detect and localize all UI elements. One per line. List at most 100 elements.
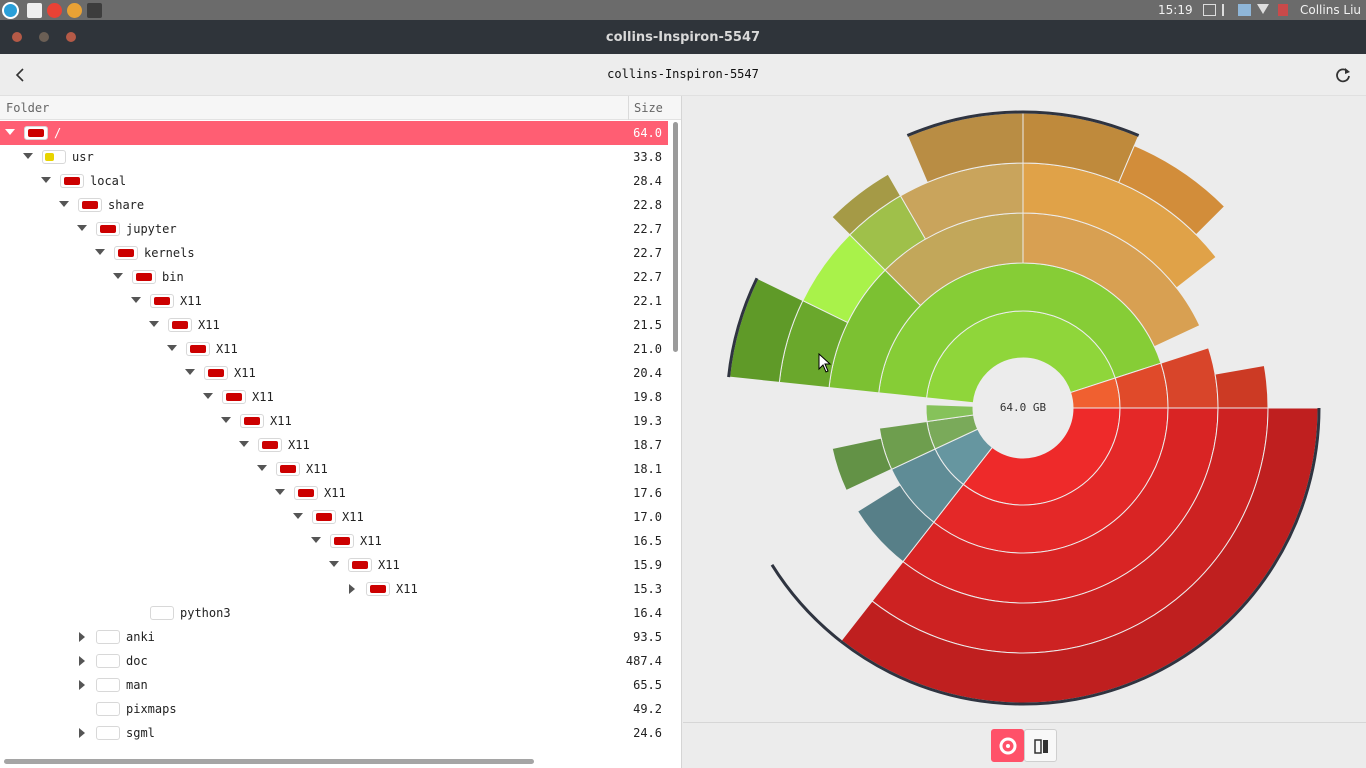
total-size-label[interactable]: 64.0 GB: [999, 401, 1047, 414]
expander-open-icon[interactable]: [221, 417, 231, 423]
clock[interactable]: 15:19: [1158, 3, 1193, 17]
tree-row[interactable]: X11 16.5: [0, 529, 668, 553]
expander-open-icon[interactable]: [77, 225, 87, 231]
expander-closed-icon[interactable]: [79, 632, 85, 642]
vertical-scrollbar[interactable]: [673, 122, 678, 352]
treemap-view-button[interactable]: [1024, 729, 1057, 762]
tree-row[interactable]: doc 487.4: [0, 649, 668, 673]
maximize-button[interactable]: [66, 32, 76, 42]
tree-row[interactable]: usr 33.8: [0, 145, 668, 169]
tree-row[interactable]: X11 18.7: [0, 433, 668, 457]
tree-row[interactable]: jupyter 22.7: [0, 217, 668, 241]
expander-closed-icon[interactable]: [79, 680, 85, 690]
sunburst-segment[interactable]: [925, 404, 975, 423]
tree-row[interactable]: X11 21.0: [0, 337, 668, 361]
folder-name: X11: [288, 438, 310, 452]
tree-row[interactable]: share 22.8: [0, 193, 668, 217]
expander-open-icon[interactable]: [167, 345, 177, 351]
tree-row[interactable]: X11 18.1: [0, 457, 668, 481]
column-divider[interactable]: [628, 96, 629, 120]
tree-row[interactable]: sgml 24.6: [0, 721, 668, 745]
tree-row[interactable]: X11 19.3: [0, 409, 668, 433]
folder-size: 22.1: [633, 294, 662, 308]
swatch-fill: [298, 489, 314, 497]
ring-chart-icon: [999, 737, 1017, 755]
expander-closed-icon[interactable]: [79, 728, 85, 738]
folder-name: usr: [72, 150, 94, 164]
sunburst-segment[interactable]: [1160, 347, 1219, 409]
tree-row[interactable]: X11 17.0: [0, 505, 668, 529]
tree-row[interactable]: / 64.0: [0, 121, 668, 145]
expander-open-icon[interactable]: [23, 153, 33, 159]
chrome-icon[interactable]: [47, 3, 62, 18]
bluetooth-icon[interactable]: [1222, 4, 1231, 16]
sunburst-segment[interactable]: [1214, 364, 1269, 409]
folder-color-swatch: [222, 390, 246, 404]
tree-row[interactable]: X11 15.9: [0, 553, 668, 577]
expander-open-icon[interactable]: [329, 561, 339, 567]
user-menu[interactable]: Collins Liu: [1300, 3, 1362, 17]
taskbar-app-icon[interactable]: [27, 3, 42, 18]
sunburst-center[interactable]: [975, 360, 1071, 456]
expander-closed-icon[interactable]: [349, 584, 355, 594]
sunburst-segment[interactable]: [856, 484, 935, 563]
expander-open-icon[interactable]: [131, 297, 141, 303]
expander-open-icon[interactable]: [311, 537, 321, 543]
tree-row[interactable]: python3 16.4: [0, 601, 668, 625]
expander-open-icon[interactable]: [203, 393, 213, 399]
folder-size: 16.4: [633, 606, 662, 620]
refresh-button[interactable]: [1334, 66, 1352, 84]
wifi-icon[interactable]: [1257, 4, 1269, 14]
expander-open-icon[interactable]: [275, 489, 285, 495]
tree-row[interactable]: pixmaps 49.2: [0, 697, 668, 721]
tree-row[interactable]: X11 17.6: [0, 481, 668, 505]
size-column-header[interactable]: Size: [634, 101, 663, 115]
sunburst-segment[interactable]: [831, 437, 893, 492]
expander-open-icon[interactable]: [257, 465, 267, 471]
tree-row[interactable]: X11 21.5: [0, 313, 668, 337]
swatch-fill: [226, 393, 242, 401]
close-button[interactable]: [12, 32, 22, 42]
tree-row[interactable]: anki 93.5: [0, 625, 668, 649]
expander-open-icon[interactable]: [185, 369, 195, 375]
sunburst-segment[interactable]: [1118, 145, 1226, 236]
back-button[interactable]: [12, 66, 30, 84]
tree-row[interactable]: local 28.4: [0, 169, 668, 193]
folder-name: sgml: [126, 726, 155, 740]
expander-open-icon[interactable]: [239, 441, 249, 447]
battery-icon[interactable]: [1278, 4, 1288, 16]
terminal-icon[interactable]: [87, 3, 102, 18]
tree-row[interactable]: X11 20.4: [0, 361, 668, 385]
horizontal-scrollbar[interactable]: [4, 759, 534, 764]
folder-color-swatch: [258, 438, 282, 452]
folder-color-swatch: [96, 702, 120, 716]
network-icon[interactable]: [1238, 4, 1251, 16]
sunburst-segment[interactable]: [831, 173, 902, 236]
folder-name: X11: [342, 510, 364, 524]
minimize-button[interactable]: [39, 32, 49, 42]
tree-row[interactable]: kernels 22.7: [0, 241, 668, 265]
folder-name: X11: [396, 582, 418, 596]
expander-open-icon[interactable]: [113, 273, 123, 279]
expander-open-icon[interactable]: [149, 321, 159, 327]
tree-row[interactable]: bin 22.7: [0, 265, 668, 289]
chrome-icon[interactable]: [67, 3, 82, 18]
tree-row[interactable]: X11 19.8: [0, 385, 668, 409]
tree-row[interactable]: X11 22.1: [0, 289, 668, 313]
expander-open-icon[interactable]: [41, 177, 51, 183]
folder-size: 22.7: [633, 246, 662, 260]
tree-row[interactable]: X11 15.3: [0, 577, 668, 601]
ring-view-button[interactable]: [991, 729, 1024, 762]
expander-open-icon[interactable]: [59, 201, 69, 207]
app-launcher-icon[interactable]: [2, 2, 19, 19]
keyboard-icon[interactable]: [1203, 4, 1216, 16]
folder-column-header[interactable]: Folder: [6, 101, 50, 115]
sunburst-chart[interactable]: [683, 96, 1366, 722]
folder-name: X11: [180, 294, 202, 308]
expander-open-icon[interactable]: [293, 513, 303, 519]
expander-open-icon[interactable]: [95, 249, 105, 255]
expander-closed-icon[interactable]: [79, 656, 85, 666]
tree-row[interactable]: man 65.5: [0, 673, 668, 697]
folder-size: 16.5: [633, 534, 662, 548]
expander-open-icon[interactable]: [5, 129, 15, 135]
